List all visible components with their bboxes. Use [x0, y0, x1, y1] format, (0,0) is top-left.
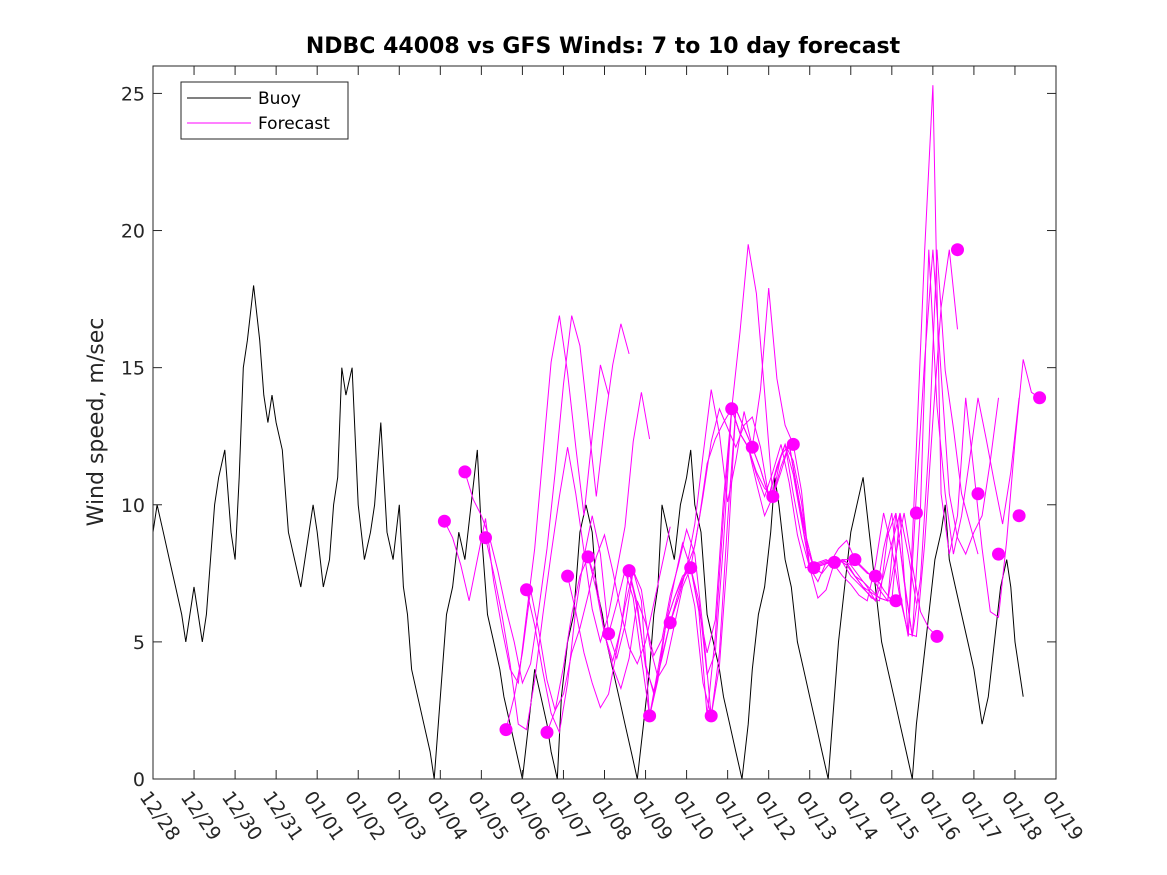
forecast-point — [581, 550, 595, 564]
forecast-point — [868, 569, 882, 583]
forecast-line — [546, 527, 712, 733]
x-tick-label: 01/01 — [299, 787, 348, 844]
x-tick-label: 01/13 — [792, 787, 841, 844]
x-tick-label: 01/05 — [463, 787, 512, 844]
y-tick-label: 20 — [121, 221, 145, 243]
forecast-point — [684, 561, 698, 575]
x-tick-label: 01/03 — [381, 787, 430, 844]
y-axis-label: Wind speed, m/sec — [84, 318, 109, 527]
x-tick-label: 01/04 — [422, 787, 471, 844]
forecast-point — [520, 583, 533, 597]
x-tick-label: 01/11 — [710, 787, 759, 844]
y-tick-label: 15 — [121, 358, 145, 380]
forecast-point — [663, 616, 677, 630]
forecast-point — [807, 561, 821, 575]
x-tick-label: 01/07 — [545, 787, 594, 844]
y-tick-label: 0 — [133, 769, 145, 791]
y-axis: 0 5 10 15 20 25 — [121, 83, 1056, 791]
x-tick-label: 01/09 — [627, 787, 676, 844]
forecast-point — [540, 725, 554, 739]
x-tick-label: 01/12 — [751, 787, 800, 844]
forecast-line — [792, 249, 958, 638]
forecast-point — [622, 564, 636, 578]
forecast-point — [1012, 509, 1026, 523]
x-tick-label: 01/17 — [956, 787, 1005, 844]
y-tick-label: 5 — [133, 632, 145, 654]
forecast-point — [704, 709, 718, 723]
x-tick-label: 12/29 — [176, 787, 225, 844]
forecast-point — [930, 629, 944, 643]
legend-buoy-label: Buoy — [258, 89, 301, 109]
forecast-point — [909, 506, 923, 520]
forecast-point — [479, 531, 492, 545]
chart-title: NDBC 44008 vs GFS Winds: 7 to 10 day for… — [306, 34, 901, 59]
forecast-point — [1033, 391, 1047, 405]
x-tick-label: 01/16 — [915, 787, 964, 844]
forecast-point — [889, 594, 903, 608]
legend-box — [180, 81, 349, 140]
forecast-point — [786, 437, 800, 451]
forecast-line — [834, 249, 999, 637]
x-tick-label: 01/18 — [997, 787, 1046, 844]
forecast-markers — [437, 243, 1047, 739]
forecast-point — [643, 709, 657, 723]
x-tick-label: 12/30 — [217, 787, 266, 844]
forecast-line — [485, 392, 651, 731]
x-tick-label: 01/14 — [833, 787, 882, 844]
forecast-point — [561, 569, 575, 583]
x-tick-label: 01/15 — [874, 787, 923, 844]
forecast-point — [745, 440, 759, 454]
forecast-line — [854, 249, 1020, 637]
x-tick-label: 01/19 — [1038, 787, 1087, 844]
forecast-point — [951, 243, 964, 257]
forecast-line — [710, 408, 876, 716]
forecast-point — [725, 402, 739, 416]
x-tick-label: 12/31 — [258, 787, 307, 844]
forecast-line — [874, 85, 1040, 637]
forecast-point — [458, 465, 472, 479]
forecast-point — [848, 553, 862, 567]
y-tick-label: 10 — [121, 495, 145, 517]
forecast-point — [992, 547, 1005, 561]
forecast-line — [443, 315, 610, 685]
legend: Buoy Forecast — [180, 81, 349, 140]
forecast-point — [827, 555, 841, 569]
legend-forecast-label: Forecast — [258, 114, 330, 134]
forecast-point — [437, 514, 451, 528]
x-tick-label: 01/06 — [504, 787, 553, 844]
x-tick-label: 01/02 — [340, 787, 389, 844]
y-tick-label: 25 — [121, 83, 145, 105]
x-tick-label: 01/10 — [668, 787, 717, 844]
forecast-point — [499, 723, 513, 737]
forecast-line — [464, 315, 630, 685]
forecast-point — [602, 627, 616, 641]
x-tick-label: 12/28 — [135, 787, 184, 844]
forecast-point — [971, 487, 985, 501]
forecast-point — [766, 490, 780, 503]
x-tick-label: 01/08 — [586, 787, 635, 844]
